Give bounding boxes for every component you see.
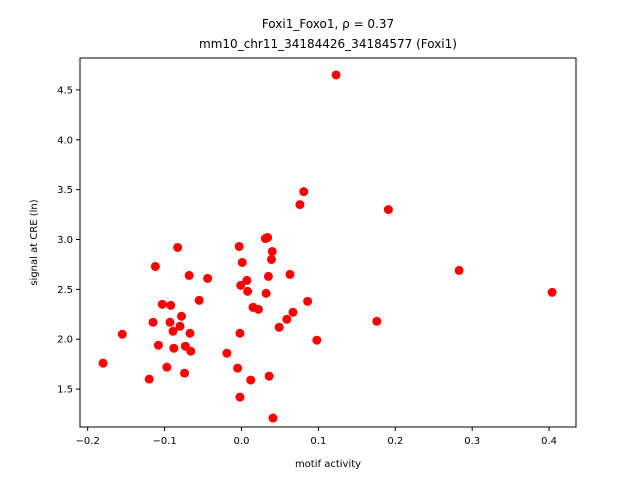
x-tick-label: 0.2: [387, 436, 403, 447]
data-points: [98, 70, 557, 423]
x-tick-label: 0.0: [234, 436, 250, 447]
data-point-41: [268, 413, 278, 423]
data-point-1: [117, 329, 127, 339]
y-axis-ticks: 1.5 2.0 2.5 3.0 3.5 4.0 4.5: [57, 85, 80, 396]
data-point-22: [222, 348, 232, 358]
data-point-17: [184, 270, 194, 280]
data-point-27: [236, 280, 246, 290]
data-point-39: [266, 254, 276, 264]
data-point-21: [203, 273, 213, 283]
data-point-46: [295, 200, 305, 210]
data-point-23: [233, 363, 243, 373]
data-point-54: [547, 287, 557, 297]
data-point-20: [194, 295, 204, 305]
data-point-40: [267, 246, 277, 256]
x-tick-label: 0.1: [310, 436, 326, 447]
data-point-2: [144, 374, 154, 384]
data-point-24: [234, 241, 244, 251]
data-point-47: [299, 187, 309, 197]
data-point-31: [246, 375, 256, 385]
data-point-0: [98, 358, 108, 368]
y-tick-label: 4.0: [57, 135, 73, 146]
x-axis-label: motif activity: [295, 459, 361, 470]
data-point-25: [235, 328, 245, 338]
data-point-49: [312, 335, 322, 345]
data-point-29: [242, 275, 252, 285]
data-point-50: [331, 70, 341, 80]
y-tick-label: 4.5: [57, 85, 73, 96]
data-point-44: [285, 269, 295, 279]
data-point-36: [263, 233, 273, 243]
y-tick-label: 1.5: [57, 385, 73, 396]
data-point-51: [372, 316, 382, 326]
data-point-4: [150, 261, 160, 271]
data-point-30: [243, 286, 253, 296]
data-point-38: [264, 371, 274, 381]
data-point-7: [162, 362, 172, 372]
data-point-37: [263, 271, 273, 281]
data-point-12: [173, 242, 183, 252]
data-point-8: [165, 317, 175, 327]
chart-title-line1: Foxi1_Foxo1, ρ = 0.37: [262, 17, 394, 31]
data-point-15: [180, 368, 190, 378]
x-axis-ticks: −0.2 −0.1 0.0 0.1 0.2 0.3 0.4: [76, 427, 557, 447]
y-axis-label: signal at CRE (ln): [29, 199, 40, 285]
data-point-10: [168, 326, 178, 336]
plot-frame: [79, 57, 577, 428]
y-tick-label: 3.0: [57, 235, 73, 246]
x-tick-label: −0.2: [76, 436, 100, 447]
data-point-43: [282, 314, 292, 324]
chart-title-line2: mm10_chr11_34184426_34184577 (Foxi1): [199, 37, 457, 51]
data-point-42: [274, 322, 284, 332]
x-tick-label: 0.4: [541, 436, 557, 447]
data-point-6: [157, 299, 167, 309]
data-point-14: [177, 311, 187, 321]
y-tick-label: 2.0: [57, 335, 73, 346]
data-point-5: [153, 340, 163, 350]
data-point-48: [303, 296, 313, 306]
y-tick-label: 2.5: [57, 285, 73, 296]
data-point-9: [166, 300, 176, 310]
data-point-53: [454, 265, 464, 275]
data-point-52: [383, 205, 393, 215]
x-tick-label: −0.1: [152, 436, 176, 447]
data-point-13: [175, 321, 185, 331]
data-point-35: [261, 288, 271, 298]
data-point-18: [185, 328, 195, 338]
data-point-33: [253, 304, 263, 314]
data-point-26: [235, 392, 245, 402]
data-point-19: [186, 346, 196, 356]
x-tick-label: 0.3: [464, 436, 480, 447]
data-point-11: [169, 343, 179, 353]
data-point-28: [237, 257, 247, 267]
y-tick-label: 3.5: [57, 185, 73, 196]
data-point-45: [288, 307, 298, 317]
data-point-3: [148, 317, 158, 327]
